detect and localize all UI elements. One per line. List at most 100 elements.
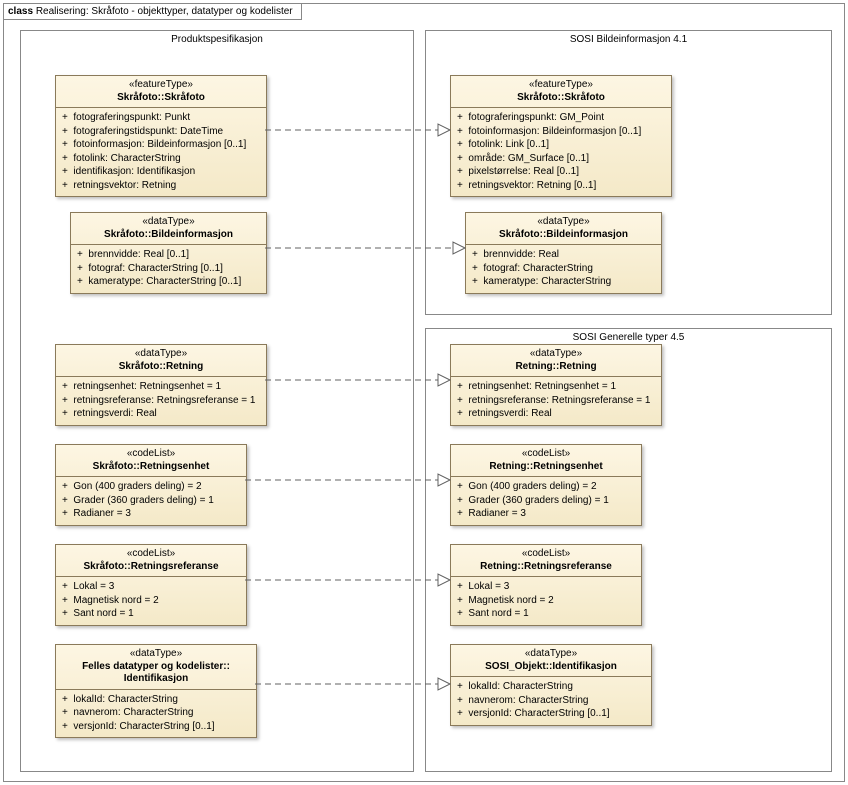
class-attribute: område: GM_Surface [0..1] — [457, 152, 665, 166]
class-name: Skråfoto::Retningsenhet — [60, 461, 242, 474]
class-attribute: Radianer = 3 — [62, 507, 240, 521]
class-skrafoto-retningsenhet-left: «codeList» Skråfoto::Retningsenhet Gon (… — [55, 444, 247, 526]
class-attribute: retningsenhet: Retningsenhet = 1 — [457, 380, 655, 394]
class-attribute: Gon (400 graders deling) = 2 — [457, 480, 635, 494]
class-attribute: brennvidde: Real — [472, 248, 655, 262]
class-attribute: navnerom: CharacterString — [457, 694, 645, 708]
class-attribute: lokalId: CharacterString — [62, 693, 250, 707]
class-stereotype: «codeList» — [455, 448, 637, 461]
class-header: «featureType» Skråfoto::Skråfoto — [451, 76, 671, 108]
class-attribute: retningsverdi: Real — [62, 407, 260, 421]
class-stereotype: «featureType» — [60, 79, 262, 92]
class-name: Skråfoto::Retningsreferanse — [60, 561, 242, 574]
class-attribute: pixelstørrelse: Real [0..1] — [457, 165, 665, 179]
class-attributes: Lokal = 3 Magnetisk nord = 2 Sant nord =… — [451, 577, 641, 625]
class-attributes: fotograferingspunkt: GM_Point fotoinform… — [451, 108, 671, 196]
diagram-canvas: class Realisering: Skråfoto - objekttype… — [0, 0, 848, 785]
class-header: «dataType» Skråfoto::Retning — [56, 345, 266, 377]
class-attribute: fotoinformasjon: Bildeinformasjon [0..1] — [457, 125, 665, 139]
class-attribute: navnerom: CharacterString — [62, 706, 250, 720]
diagram-title-text: Realisering: Skråfoto - objekttyper, dat… — [36, 6, 293, 17]
diagram-title-prefix: class — [8, 6, 36, 17]
class-attribute: Grader (360 graders deling) = 1 — [457, 494, 635, 508]
class-stereotype: «codeList» — [60, 448, 242, 461]
class-attribute: versjonId: CharacterString [0..1] — [457, 707, 645, 721]
class-name: Retning::Retning — [455, 361, 657, 374]
class-attribute: retningsverdi: Real — [457, 407, 655, 421]
class-skrafoto-skrafoto-left: «featureType» Skråfoto::Skråfoto fotogra… — [55, 75, 267, 197]
class-name: SOSI_Objekt::Identifikasjon — [455, 661, 647, 674]
class-attribute: retningsvektor: Retning — [62, 179, 260, 193]
class-attributes: lokalId: CharacterString navnerom: Chara… — [451, 677, 651, 725]
class-attribute: fotoinformasjon: Bildeinformasjon [0..1] — [62, 138, 260, 152]
class-attributes: fotograferingspunkt: Punkt fotografering… — [56, 108, 266, 196]
package-title: Produktspesifikasjon — [21, 31, 413, 49]
class-header: «codeList» Retning::Retningsenhet — [451, 445, 641, 477]
class-attributes: Gon (400 graders deling) = 2 Grader (360… — [56, 477, 246, 525]
class-skrafoto-skrafoto-right: «featureType» Skråfoto::Skråfoto fotogra… — [450, 75, 672, 197]
class-attribute: retningsreferanse: Retningsreferanse = 1 — [62, 394, 260, 408]
class-name-line1: Felles datatyper og kodelister:: — [60, 661, 252, 674]
class-stereotype: «dataType» — [75, 216, 262, 229]
class-attributes: retningsenhet: Retningsenhet = 1 retning… — [56, 377, 266, 425]
class-name-line2: Identifikasjon — [60, 673, 252, 686]
class-skrafoto-retningsreferanse-left: «codeList» Skråfoto::Retningsreferanse L… — [55, 544, 247, 626]
class-attribute: fotograferingspunkt: GM_Point — [457, 111, 665, 125]
class-attribute: Grader (360 graders deling) = 1 — [62, 494, 240, 508]
class-attribute: brennvidde: Real [0..1] — [77, 248, 260, 262]
class-stereotype: «codeList» — [455, 548, 637, 561]
class-name: Retning::Retningsenhet — [455, 461, 637, 474]
class-attribute: retningsenhet: Retningsenhet = 1 — [62, 380, 260, 394]
class-identifikasjon-left: «dataType» Felles datatyper og kodeliste… — [55, 644, 257, 738]
class-stereotype: «dataType» — [455, 348, 657, 361]
class-attributes: Gon (400 graders deling) = 2 Grader (360… — [451, 477, 641, 525]
class-attribute: fotograf: CharacterString [0..1] — [77, 262, 260, 276]
class-attribute: kameratype: CharacterString [0..1] — [77, 275, 260, 289]
class-attribute: Magnetisk nord = 2 — [62, 594, 240, 608]
class-header: «codeList» Skråfoto::Retningsreferanse — [56, 545, 246, 577]
class-header: «dataType» Skråfoto::Bildeinformasjon — [71, 213, 266, 245]
diagram-title-tab: class Realisering: Skråfoto - objekttype… — [3, 3, 302, 20]
class-header: «codeList» Retning::Retningsreferanse — [451, 545, 641, 577]
class-name: Retning::Retningsreferanse — [455, 561, 637, 574]
class-attributes: retningsenhet: Retningsenhet = 1 retning… — [451, 377, 661, 425]
class-attribute: Gon (400 graders deling) = 2 — [62, 480, 240, 494]
class-header: «dataType» Skråfoto::Bildeinformasjon — [466, 213, 661, 245]
class-attribute: kameratype: CharacterString — [472, 275, 655, 289]
class-stereotype: «dataType» — [470, 216, 657, 229]
class-header: «featureType» Skråfoto::Skråfoto — [56, 76, 266, 108]
class-attribute: Magnetisk nord = 2 — [457, 594, 635, 608]
class-skrafoto-retning-left: «dataType» Skråfoto::Retning retningsenh… — [55, 344, 267, 426]
class-attribute: fotograf: CharacterString — [472, 262, 655, 276]
class-retning-retningsenhet-right: «codeList» Retning::Retningsenhet Gon (4… — [450, 444, 642, 526]
class-attributes: brennvidde: Real fotograf: CharacterStri… — [466, 245, 661, 293]
class-attribute: fotolink: Link [0..1] — [457, 138, 665, 152]
class-name: Skråfoto::Bildeinformasjon — [470, 229, 657, 242]
class-name: Skråfoto::Retning — [60, 361, 262, 374]
class-attribute: Sant nord = 1 — [62, 607, 240, 621]
class-attribute: fotolink: CharacterString — [62, 152, 260, 166]
class-stereotype: «featureType» — [455, 79, 667, 92]
class-name: Skråfoto::Skråfoto — [60, 92, 262, 105]
class-retning-retningsreferanse-right: «codeList» Retning::Retningsreferanse Lo… — [450, 544, 642, 626]
class-name: Skråfoto::Bildeinformasjon — [75, 229, 262, 242]
class-stereotype: «codeList» — [60, 548, 242, 561]
class-header: «dataType» Felles datatyper og kodeliste… — [56, 645, 256, 690]
class-attribute: versjonId: CharacterString [0..1] — [62, 720, 250, 734]
class-retning-retning-right: «dataType» Retning::Retning retningsenhe… — [450, 344, 662, 426]
class-attribute: fotograferingstidspunkt: DateTime — [62, 125, 260, 139]
class-attributes: lokalId: CharacterString navnerom: Chara… — [56, 690, 256, 738]
class-header: «dataType» SOSI_Objekt::Identifikasjon — [451, 645, 651, 677]
class-stereotype: «dataType» — [455, 648, 647, 661]
class-attribute: retningsvektor: Retning [0..1] — [457, 179, 665, 193]
class-skrafoto-bildeinformasjon-left: «dataType» Skråfoto::Bildeinformasjon br… — [70, 212, 267, 294]
class-attribute: Sant nord = 1 — [457, 607, 635, 621]
class-attribute: retningsreferanse: Retningsreferanse = 1 — [457, 394, 655, 408]
class-stereotype: «dataType» — [60, 648, 252, 661]
class-header: «dataType» Retning::Retning — [451, 345, 661, 377]
class-attributes: Lokal = 3 Magnetisk nord = 2 Sant nord =… — [56, 577, 246, 625]
class-attribute: lokalId: CharacterString — [457, 680, 645, 694]
class-attributes: brennvidde: Real [0..1] fotograf: Charac… — [71, 245, 266, 293]
class-sosi-objekt-identifikasjon-right: «dataType» SOSI_Objekt::Identifikasjon l… — [450, 644, 652, 726]
package-title: SOSI Bildeinformasjon 4.1 — [426, 31, 831, 49]
